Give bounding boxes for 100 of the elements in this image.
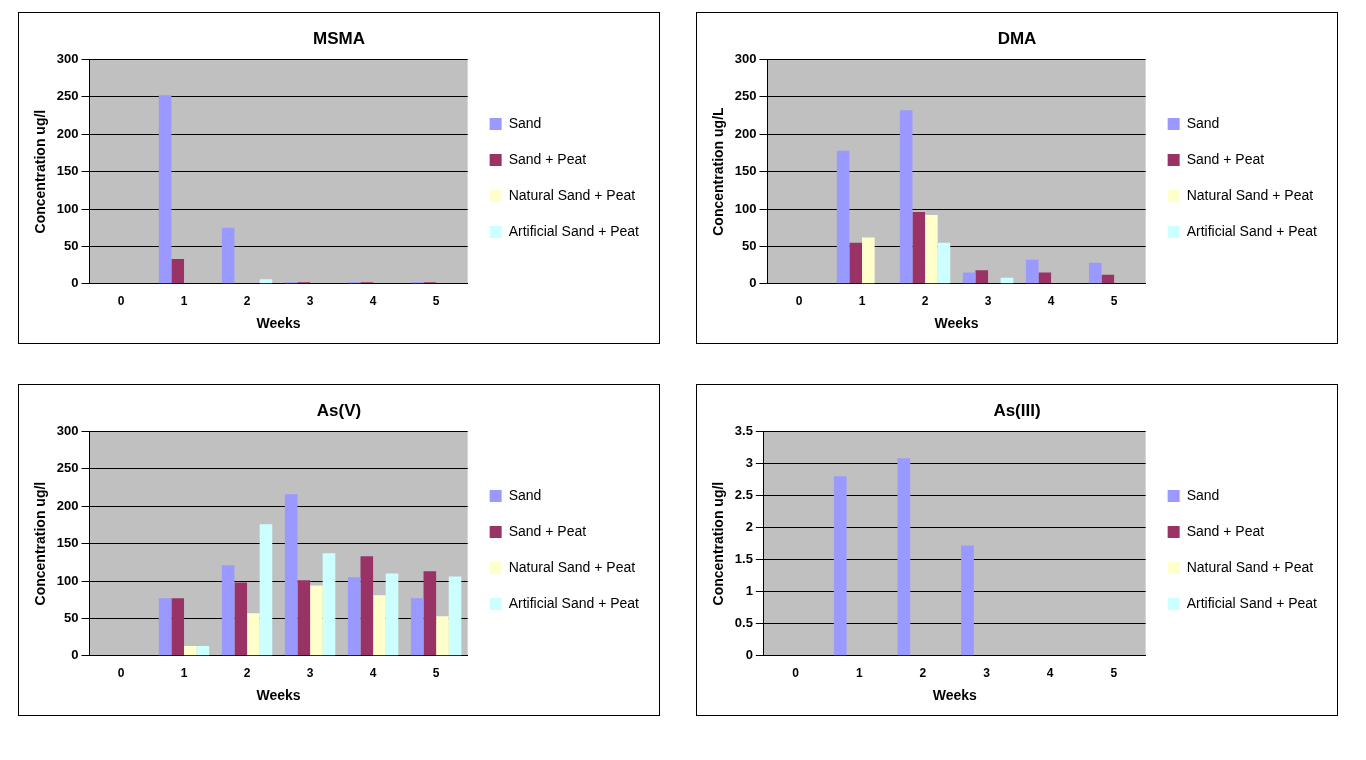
x-tick-label: 0 bbox=[792, 666, 800, 681]
bar bbox=[975, 270, 989, 284]
bar bbox=[171, 598, 185, 656]
y-axis-title: Concentration ug/l bbox=[710, 481, 727, 606]
bar bbox=[184, 646, 197, 656]
y-tick-label: 250 bbox=[56, 88, 79, 104]
x-axis-title: Weeks bbox=[256, 687, 301, 704]
x-tick-label: 5 bbox=[1110, 666, 1118, 681]
x-tick-label: 3 bbox=[306, 294, 314, 309]
x-axis-title: Weeks bbox=[934, 315, 979, 332]
legend-label: Natural Sand + Peat bbox=[508, 558, 636, 575]
y-tick-label: 0 bbox=[749, 275, 757, 291]
bar bbox=[912, 211, 926, 284]
y-tick-label: 2 bbox=[745, 519, 753, 535]
bar bbox=[833, 476, 847, 656]
y-tick-label: 50 bbox=[742, 237, 757, 253]
x-tick-label: 2 bbox=[919, 666, 927, 681]
x-tick-label: 5 bbox=[432, 666, 440, 681]
y-tick-label: 150 bbox=[734, 163, 757, 179]
bar bbox=[925, 214, 938, 284]
y-axis-title: Concentration ug/L bbox=[710, 106, 727, 236]
y-tick-label: 50 bbox=[64, 237, 79, 253]
y-tick-label: 150 bbox=[56, 163, 79, 179]
bar bbox=[234, 582, 248, 656]
bar bbox=[284, 494, 298, 656]
y-tick-label: 0.5 bbox=[734, 615, 753, 631]
bar bbox=[247, 613, 260, 656]
legend-label: Sand + Peat bbox=[1186, 522, 1265, 539]
y-axis-title: Concentration ug/l bbox=[32, 481, 49, 606]
bar bbox=[862, 237, 875, 284]
bar bbox=[836, 150, 850, 284]
x-tick-label: 3 bbox=[983, 666, 991, 681]
x-tick-label: 4 bbox=[1047, 294, 1055, 309]
bar bbox=[322, 553, 336, 656]
x-axis-title: Weeks bbox=[256, 315, 301, 332]
legend-label: Sand bbox=[1186, 486, 1220, 503]
y-tick-label: 0 bbox=[71, 647, 79, 663]
bar bbox=[849, 242, 863, 284]
x-tick-label: 3 bbox=[306, 666, 314, 681]
x-tick-label: 4 bbox=[1046, 666, 1054, 681]
y-tick-label: 0 bbox=[71, 275, 79, 291]
bar bbox=[259, 524, 273, 656]
x-tick-label: 2 bbox=[243, 294, 251, 309]
legend-label: Sand bbox=[1186, 114, 1220, 131]
bar bbox=[1088, 262, 1102, 284]
legend-label: Sand + Peat bbox=[508, 150, 587, 167]
bar bbox=[221, 227, 235, 284]
x-tick-label: 4 bbox=[369, 294, 377, 309]
y-tick-label: 300 bbox=[734, 50, 757, 66]
bar bbox=[436, 616, 449, 656]
y-tick-label: 200 bbox=[56, 125, 79, 141]
y-tick-label: 300 bbox=[56, 50, 79, 66]
legend-label: Natural Sand + Peat bbox=[1186, 186, 1314, 203]
y-tick-label: 100 bbox=[734, 200, 757, 216]
legend-label: Sand + Peat bbox=[508, 522, 587, 539]
bar bbox=[221, 565, 235, 656]
bar bbox=[310, 585, 323, 656]
bar bbox=[297, 580, 311, 656]
y-tick-label: 2.5 bbox=[734, 487, 753, 503]
legend-label: Sand bbox=[508, 486, 542, 503]
x-tick-label: 1 bbox=[858, 294, 866, 309]
bar bbox=[1101, 274, 1115, 284]
y-tick-label: 200 bbox=[734, 125, 757, 141]
x-tick-label: 5 bbox=[1110, 294, 1118, 309]
y-axis-title: Concentration ug/l bbox=[32, 109, 49, 234]
bar bbox=[899, 110, 913, 284]
y-tick-label: 250 bbox=[734, 88, 757, 104]
legend-label: Artificial Sand + Peat bbox=[508, 222, 640, 239]
y-tick-label: 0 bbox=[745, 647, 753, 663]
bar bbox=[961, 545, 974, 656]
bar bbox=[1025, 259, 1039, 284]
legend-label: Sand bbox=[508, 114, 542, 131]
bar bbox=[171, 259, 185, 284]
bar bbox=[259, 279, 273, 284]
x-tick-label: 2 bbox=[921, 294, 929, 309]
legend-label: Artificial Sand + Peat bbox=[508, 594, 640, 611]
x-tick-label: 0 bbox=[117, 666, 125, 681]
y-tick-label: 250 bbox=[56, 460, 79, 476]
x-tick-label: 1 bbox=[180, 666, 188, 681]
x-tick-label: 4 bbox=[369, 666, 377, 681]
bar bbox=[385, 573, 399, 656]
legend-label: Natural Sand + Peat bbox=[508, 186, 636, 203]
bar bbox=[158, 598, 172, 656]
x-tick-label: 5 bbox=[432, 294, 440, 309]
x-tick-label: 3 bbox=[984, 294, 992, 309]
bar bbox=[360, 556, 374, 656]
bar bbox=[158, 95, 172, 284]
bar bbox=[897, 458, 911, 656]
legend-label: Sand + Peat bbox=[1186, 150, 1265, 167]
y-tick-label: 150 bbox=[56, 535, 79, 551]
chart-title: As(V) bbox=[316, 400, 362, 420]
legend-label: Artificial Sand + Peat bbox=[1186, 222, 1318, 239]
bar bbox=[448, 576, 462, 656]
y-tick-label: 3 bbox=[745, 455, 753, 471]
y-tick-label: 300 bbox=[56, 422, 79, 438]
y-tick-label: 1.5 bbox=[734, 551, 753, 567]
x-tick-label: 0 bbox=[117, 294, 125, 309]
bar bbox=[347, 577, 361, 656]
bar bbox=[373, 595, 386, 656]
y-tick-label: 200 bbox=[56, 497, 79, 513]
